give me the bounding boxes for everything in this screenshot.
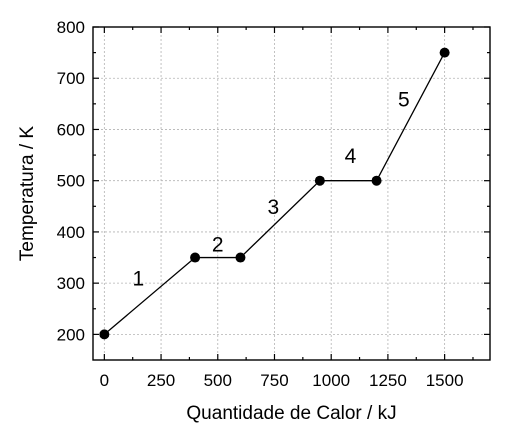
x-tick-label: 250 <box>147 371 175 390</box>
series-line <box>103 52 446 335</box>
tick-layer: 0 250 500 750 1000 1250 1500 200 300 400 500 600 700… <box>57 18 490 390</box>
x-tick-label: 750 <box>260 371 288 390</box>
y-tick-label: 700 <box>57 69 85 88</box>
data-point <box>99 329 110 340</box>
data-point <box>439 47 450 58</box>
segment-label: 1 <box>133 268 145 291</box>
segment-label: 2 <box>212 233 224 256</box>
y-tick-label: 200 <box>57 325 85 344</box>
y-axis-title: Temperatura / K <box>17 126 38 261</box>
grid-layer <box>93 27 490 360</box>
x-axis-title: Quantidade de Calor / kJ <box>186 403 396 424</box>
y-tick-label: 500 <box>57 172 85 191</box>
y-tick-label: 300 <box>57 274 85 293</box>
data-point <box>190 252 201 263</box>
segment-label: 5 <box>398 88 410 111</box>
x-tick-label: 500 <box>204 371 232 390</box>
x-tick-label: 1250 <box>369 371 407 390</box>
y-tick-label: 600 <box>57 120 85 139</box>
segment-label: 4 <box>345 145 357 168</box>
data-point <box>371 175 382 186</box>
segment-label: 3 <box>268 196 280 219</box>
x-tick-label: 1000 <box>312 371 350 390</box>
series-layer <box>99 47 450 340</box>
label-layer: 1 2 3 4 5 <box>133 88 410 290</box>
y-tick-label: 400 <box>57 223 85 242</box>
data-point <box>314 175 325 186</box>
x-tick-label: 0 <box>100 371 109 390</box>
y-tick-label: 800 <box>57 18 85 37</box>
x-tick-label: 1500 <box>426 371 464 390</box>
plot-frame <box>92 26 491 361</box>
data-point <box>235 252 246 263</box>
